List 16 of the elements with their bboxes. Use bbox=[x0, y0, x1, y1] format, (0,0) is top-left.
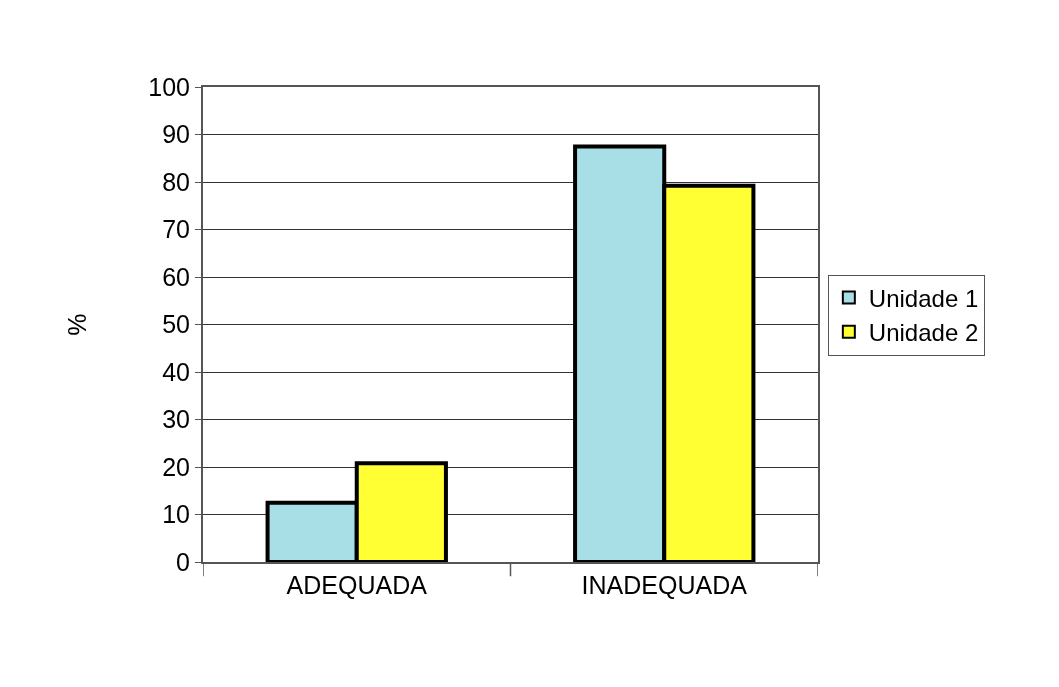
y-tick-label: 30 bbox=[162, 405, 190, 434]
y-tick-label: 40 bbox=[162, 357, 190, 386]
y-tick-label: 90 bbox=[162, 120, 190, 149]
y-tick-label: 70 bbox=[162, 215, 190, 244]
y-tick-label: 100 bbox=[148, 72, 190, 101]
y-tick-label: 0 bbox=[176, 547, 190, 576]
y-tick-label: 50 bbox=[162, 310, 190, 339]
y-tick-label: 60 bbox=[162, 262, 190, 291]
y-tick-label: 20 bbox=[162, 452, 190, 481]
x-tick-label: INADEQUADA bbox=[581, 571, 748, 599]
legend-label: Unidade 1 bbox=[868, 284, 979, 312]
y-axis-title: % bbox=[62, 313, 91, 336]
y-tick-label: 10 bbox=[162, 500, 190, 529]
legend-label: Unidade 2 bbox=[868, 319, 979, 347]
x-tick-label: ADEQUADA bbox=[286, 571, 428, 599]
y-tick-label: 80 bbox=[162, 167, 190, 196]
